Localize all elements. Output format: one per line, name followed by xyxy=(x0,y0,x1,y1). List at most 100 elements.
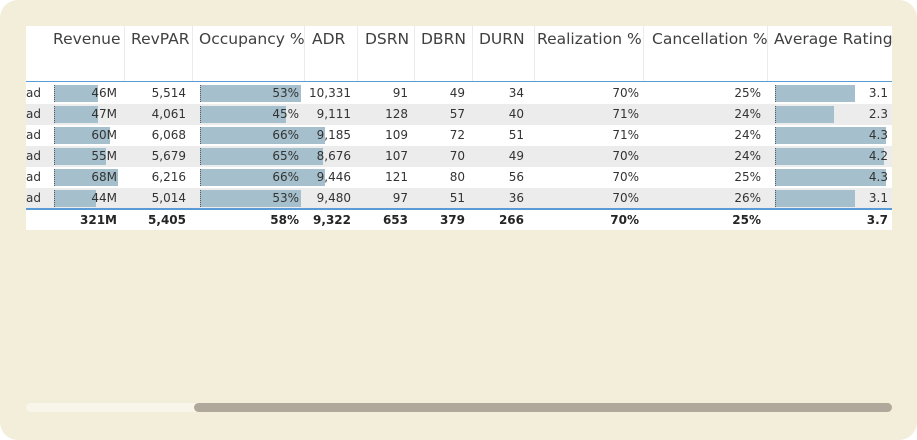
cancellation-cell: 24% xyxy=(734,107,761,121)
dbrn-cell: 57 xyxy=(449,107,465,121)
revpar-cell: 5,514 xyxy=(151,86,186,100)
cancellation-cell: 24% xyxy=(734,149,761,163)
dsrn-cell: 121 xyxy=(385,170,408,184)
header-dbrn[interactable]: DBRN xyxy=(421,30,466,48)
column-divider[interactable] xyxy=(534,26,535,82)
header-adr[interactable]: ADR xyxy=(312,30,346,48)
rating-data-bar xyxy=(775,85,855,102)
header-revpar[interactable]: RevPAR xyxy=(131,30,190,48)
header-rule xyxy=(26,81,892,82)
adr-cell: 9,480 xyxy=(316,191,351,205)
revenue-cell: 60M xyxy=(91,128,117,142)
header-durn[interactable]: DURN xyxy=(479,30,525,48)
rating-cell: 4.3 xyxy=(868,170,888,184)
column-divider[interactable] xyxy=(357,26,358,82)
occupancy-cell: 66% xyxy=(272,170,299,184)
occupancy-cell: 65% xyxy=(272,149,299,163)
realization-cell: 70% xyxy=(612,86,639,100)
total-revpar: 5,405 xyxy=(148,213,186,227)
rating-cell: 3.1 xyxy=(868,191,888,205)
row-label: ad xyxy=(26,86,41,100)
adr-cell: 10,331 xyxy=(309,86,351,100)
table-row[interactable]: ad 60M 6,068 66% 9,185 109 72 51 71% 24% 4.3 xyxy=(26,125,892,146)
header-occupancy[interactable]: Occupancy % xyxy=(199,30,305,48)
total-revenue: 321M xyxy=(80,213,117,227)
cancellation-cell: 25% xyxy=(734,170,761,184)
row-label: ad xyxy=(26,128,41,142)
dbrn-cell: 72 xyxy=(449,128,465,142)
row-label: ad xyxy=(26,107,41,121)
column-divider[interactable] xyxy=(414,26,415,82)
header-realization[interactable]: Realization % xyxy=(537,30,642,48)
total-average-rating: 3.7 xyxy=(866,213,888,227)
total-realization: 70% xyxy=(610,213,639,227)
column-divider[interactable] xyxy=(192,26,193,82)
cancellation-cell: 24% xyxy=(734,128,761,142)
revpar-cell: 5,679 xyxy=(151,149,186,163)
adr-cell: 9,446 xyxy=(316,170,351,184)
matrix-table: Revenue RevPAR Occupancy % ADR DSRN DBRN… xyxy=(26,26,892,230)
durn-cell: 49 xyxy=(508,149,524,163)
revenue-data-bar xyxy=(54,85,98,102)
dbrn-cell: 80 xyxy=(449,170,465,184)
header-revenue[interactable]: Revenue xyxy=(53,30,121,48)
table-row[interactable]: ad 68M 6,216 66% 9,446 121 80 56 70% 25% 4.3 xyxy=(26,167,892,188)
column-divider[interactable] xyxy=(304,26,305,82)
column-divider[interactable] xyxy=(643,26,644,82)
occupancy-cell: 53% xyxy=(272,86,299,100)
total-cancellation: 25% xyxy=(732,213,761,227)
revenue-cell: 47M xyxy=(91,107,117,121)
adr-cell: 9,111 xyxy=(316,107,351,121)
revenue-cell: 44M xyxy=(91,191,117,205)
row-label: ad xyxy=(26,191,41,205)
dbrn-cell: 70 xyxy=(449,149,465,163)
occupancy-data-bar xyxy=(200,190,301,207)
occupancy-data-bar xyxy=(200,169,325,186)
scrollbar-thumb[interactable] xyxy=(194,403,892,412)
revpar-cell: 5,014 xyxy=(151,191,186,205)
revenue-data-bar xyxy=(54,190,96,207)
column-divider[interactable] xyxy=(124,26,125,82)
table-header: Revenue RevPAR Occupancy % ADR DSRN DBRN… xyxy=(26,26,892,82)
revenue-cell: 68M xyxy=(91,170,117,184)
rating-cell: 2.3 xyxy=(868,107,888,121)
occupancy-data-bar xyxy=(200,85,301,102)
header-average-rating[interactable]: Average Rating xyxy=(774,30,892,48)
column-divider[interactable] xyxy=(472,26,473,82)
total-dsrn: 653 xyxy=(382,213,408,227)
occupancy-cell: 66% xyxy=(272,128,299,142)
dsrn-cell: 91 xyxy=(392,86,408,100)
dsrn-cell: 128 xyxy=(385,107,408,121)
revenue-data-bar xyxy=(54,127,110,144)
durn-cell: 36 xyxy=(508,191,524,205)
table-row[interactable]: ad 44M 5,014 53% 9,480 97 51 36 70% 26% 3.1 xyxy=(26,188,892,209)
dbrn-cell: 49 xyxy=(449,86,465,100)
table-row[interactable]: ad 47M 4,061 45% 9,111 128 57 40 71% 24% 2.3 xyxy=(26,104,892,125)
dsrn-cell: 97 xyxy=(392,191,408,205)
totals-rule xyxy=(26,208,892,210)
occupancy-cell: 53% xyxy=(272,191,299,205)
header-cancellation[interactable]: Cancellation % xyxy=(652,30,768,48)
occupancy-data-bar xyxy=(200,127,325,144)
realization-cell: 71% xyxy=(612,107,639,121)
header-dsrn[interactable]: DSRN xyxy=(365,30,410,48)
durn-cell: 51 xyxy=(508,128,524,142)
rating-data-bar xyxy=(775,148,884,165)
dbrn-cell: 51 xyxy=(449,191,465,205)
rating-data-bar xyxy=(775,190,855,207)
revenue-data-bar xyxy=(54,148,106,165)
durn-cell: 34 xyxy=(508,86,524,100)
table-row[interactable]: ad 55M 5,679 65% 8,676 107 70 49 70% 24% 4.2 xyxy=(26,146,892,167)
occupancy-data-bar xyxy=(200,148,323,165)
rating-cell: 4.2 xyxy=(868,149,888,163)
total-adr: 9,322 xyxy=(313,213,351,227)
occupancy-cell: 45% xyxy=(272,107,299,121)
durn-cell: 40 xyxy=(508,107,524,121)
realization-cell: 70% xyxy=(612,191,639,205)
table-row[interactable]: ad 46M 5,514 53% 10,331 91 49 34 70% 25% 3.1 xyxy=(26,83,892,104)
column-divider[interactable] xyxy=(767,26,768,82)
revpar-cell: 4,061 xyxy=(151,107,186,121)
cancellation-cell: 26% xyxy=(734,191,761,205)
row-label: ad xyxy=(26,149,41,163)
